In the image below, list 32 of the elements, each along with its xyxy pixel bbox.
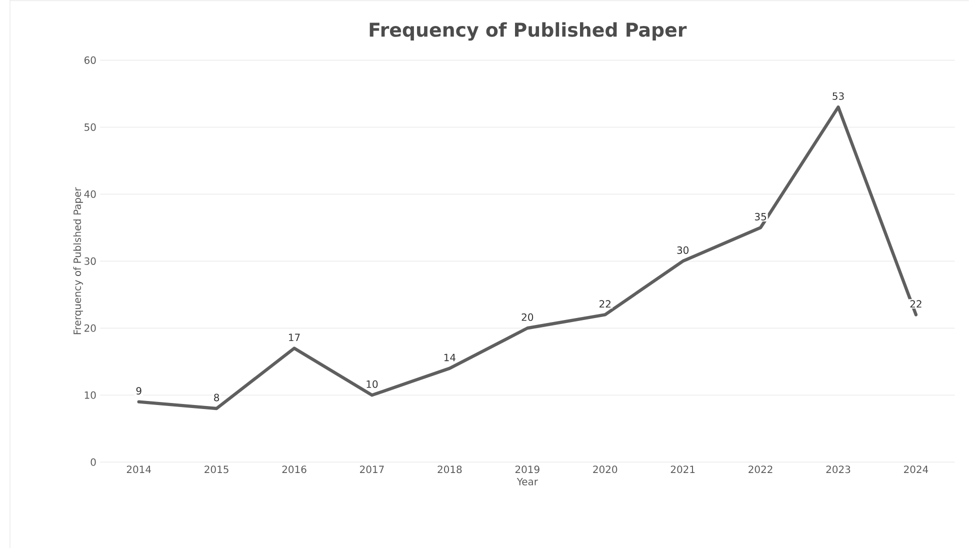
x-tick-label: 2018 <box>438 465 462 474</box>
data-label: 10 <box>366 380 378 388</box>
x-tick-label: 2017 <box>360 465 384 474</box>
data-label: 17 <box>289 334 300 341</box>
data-label: 9 <box>136 386 142 394</box>
data-label: 53 <box>832 92 844 100</box>
chart-title: Frequency of Published Paper <box>370 22 687 41</box>
x-tick-label: 2019 <box>515 465 540 474</box>
data-label: 20 <box>522 313 534 321</box>
y-tick-label: 60 <box>84 56 96 64</box>
x-tick-label: 2021 <box>670 465 695 474</box>
x-axis-title: Year <box>516 478 538 486</box>
y-tick-label: 0 <box>90 458 96 466</box>
data-label: 14 <box>444 354 456 361</box>
x-tick-label: 2016 <box>282 465 306 474</box>
y-tick-label: 40 <box>84 190 96 198</box>
x-tick-label: 2015 <box>204 465 228 474</box>
y-tick-label: 10 <box>84 391 96 399</box>
x-tick-label: 2022 <box>748 465 772 474</box>
x-tick-label: 2014 <box>126 465 151 474</box>
x-tick-label: 2024 <box>904 465 928 474</box>
x-tick-label: 2023 <box>826 465 850 474</box>
data-label: 8 <box>214 394 220 402</box>
y-tick-label: 30 <box>84 257 96 265</box>
x-tick-label: 2020 <box>593 465 618 474</box>
data-label: 22 <box>910 300 922 308</box>
y-tick-label: 20 <box>84 324 96 332</box>
y-axis-title: Frerquency of Publshed Paper <box>73 187 83 334</box>
y-tick-label: 50 <box>84 123 96 131</box>
data-label: 30 <box>677 246 689 254</box>
data-label: 35 <box>754 212 766 220</box>
data-label: 22 <box>600 300 610 308</box>
